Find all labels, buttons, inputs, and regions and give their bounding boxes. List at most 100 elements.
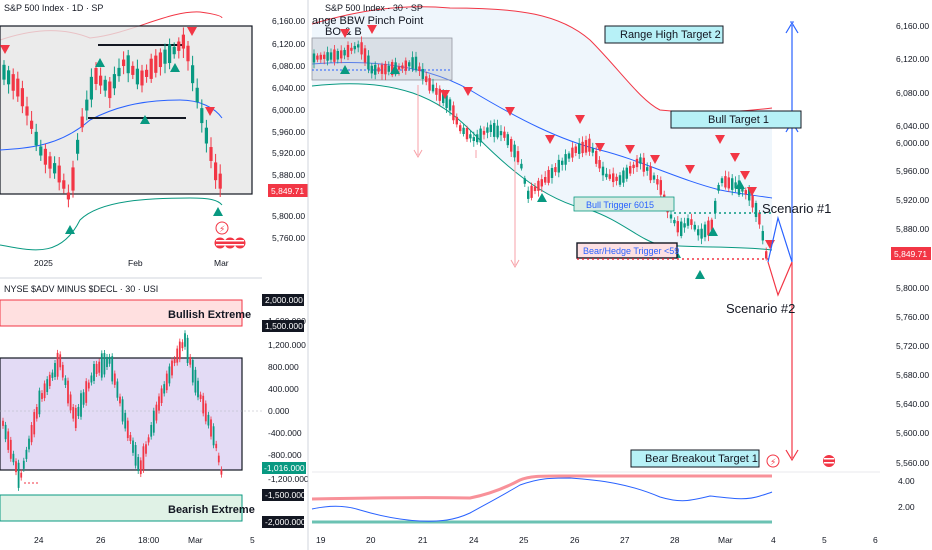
intraday-time-tick: 26	[570, 535, 580, 545]
intraday-candle	[642, 152, 645, 177]
intraday-candle	[656, 175, 659, 191]
breadth-range-box	[0, 357, 243, 471]
breadth-level-badge: 1,500.000	[265, 321, 303, 331]
daily-candle	[122, 51, 126, 75]
intraday-candle	[391, 59, 394, 78]
breadth-bar	[137, 454, 140, 474]
intraday-candle	[659, 176, 662, 199]
intraday-panel: ange BBW Pinch Point BO & B S&P 500 Inde…	[307, 0, 931, 550]
daily-candle	[135, 59, 139, 90]
scenario-1-path	[767, 215, 793, 263]
intraday-candle	[550, 164, 554, 184]
breadth-level-badge: -1,500.000	[265, 490, 306, 500]
sell-signal-marker	[595, 143, 605, 152]
breadth-bar	[93, 361, 95, 384]
breadth-bar	[35, 404, 38, 422]
breadth-tick: 800.000	[268, 362, 299, 372]
breadth-tick: 0.000	[268, 406, 290, 416]
bear-trigger-box	[576, 242, 678, 259]
intraday-candle	[329, 48, 333, 63]
intraday-candle	[676, 216, 679, 237]
daily-candle	[172, 42, 176, 59]
breadth-tick: 400.000	[268, 384, 299, 394]
intraday-candle	[680, 217, 683, 239]
breadth-bar	[119, 393, 121, 407]
intraday-candle	[608, 169, 611, 181]
intraday-candle	[554, 163, 557, 176]
sell-signal-marker	[505, 107, 515, 116]
daily-candle	[163, 43, 167, 74]
daily-price-tick: 6,120.00	[272, 39, 305, 49]
intraday-candle	[408, 60, 411, 71]
intraday-candle	[547, 166, 550, 186]
intraday-price-tick: 5,560.00	[896, 458, 929, 468]
daily-flash-glyph: ⚡	[219, 225, 225, 235]
intraday-candle	[700, 223, 703, 245]
intraday-candle	[601, 161, 605, 182]
breadth-bar	[41, 390, 43, 402]
breadth-axis: 2,000.000 1,600.000 1,500.000 1,200.000 …	[262, 294, 309, 528]
breadth-bar	[158, 393, 160, 414]
intraday-candle	[632, 161, 635, 174]
daily-price-tick: 6,160.00	[272, 16, 305, 26]
breadth-bar	[59, 351, 62, 371]
breadth-bar	[173, 356, 176, 367]
breadth-bar	[150, 421, 153, 440]
bull-target-1-label: Bull Target 1	[708, 114, 769, 126]
daily-price-tick: 5,800.00	[272, 211, 305, 221]
intraday-candle	[363, 45, 367, 67]
intraday-time-tick: 6	[873, 535, 878, 545]
daily-time-tick: Feb	[128, 258, 143, 268]
daily-candle	[126, 49, 130, 83]
intraday-candle	[578, 138, 581, 159]
intraday-candle	[703, 221, 707, 242]
breadth-bar	[126, 417, 129, 442]
daily-title: S&P 500 Index · 1D · SP	[4, 3, 103, 13]
daily-price-tick: 6,080.00	[272, 61, 305, 71]
sell-signal-marker	[625, 145, 635, 154]
daily-price-tick: 6,000.00	[272, 105, 305, 115]
intraday-candle	[465, 125, 469, 142]
breadth-bar	[82, 389, 85, 408]
intraday-candle	[428, 74, 431, 94]
breadth-bar	[163, 381, 166, 397]
buy-signal-marker	[65, 225, 75, 234]
intraday-candle	[350, 42, 353, 55]
intraday-candle	[319, 52, 322, 63]
daily-candle	[89, 68, 93, 108]
intraday-time-tick: 21	[418, 535, 428, 545]
daily-candle	[181, 27, 185, 58]
breadth-bar	[43, 380, 46, 402]
breadth-bar	[124, 409, 127, 432]
daily-candle	[43, 143, 47, 174]
osc-upper-level	[311, 474, 772, 501]
intraday-candle	[693, 221, 696, 232]
daily-us-flag-icon	[214, 237, 226, 249]
daily-flash-icon	[215, 221, 229, 235]
scenario-2-path	[767, 261, 793, 297]
breadth-time-tick: 5	[250, 535, 255, 545]
breadth-time-axis: 24 26 18:00 Mar 5	[34, 535, 255, 545]
breadth-bar	[152, 407, 155, 436]
intraday-candle	[530, 182, 533, 201]
intraday-candle	[377, 63, 380, 74]
intraday-candle	[370, 63, 373, 79]
daily-candle	[186, 41, 190, 71]
intraday-candle	[622, 167, 625, 187]
intraday-candle	[333, 44, 336, 66]
breadth-bar	[15, 458, 17, 476]
daily-candle	[214, 153, 218, 189]
intraday-candle	[574, 143, 577, 157]
daily-price-tick: 6,040.00	[272, 83, 305, 93]
daily-candle	[200, 99, 204, 133]
breadth-value-badge: -1,016.000	[264, 463, 305, 473]
daily-candle	[57, 157, 61, 191]
buy-signal-marker	[695, 270, 705, 279]
intraday-candle	[649, 162, 652, 184]
intraday-us-flag-icon	[823, 455, 835, 467]
daily-candle	[34, 123, 38, 152]
sell-signal-marker	[685, 165, 695, 174]
intraday-candle	[714, 198, 717, 219]
daily-candle	[25, 96, 29, 126]
breadth-bar	[106, 353, 108, 371]
